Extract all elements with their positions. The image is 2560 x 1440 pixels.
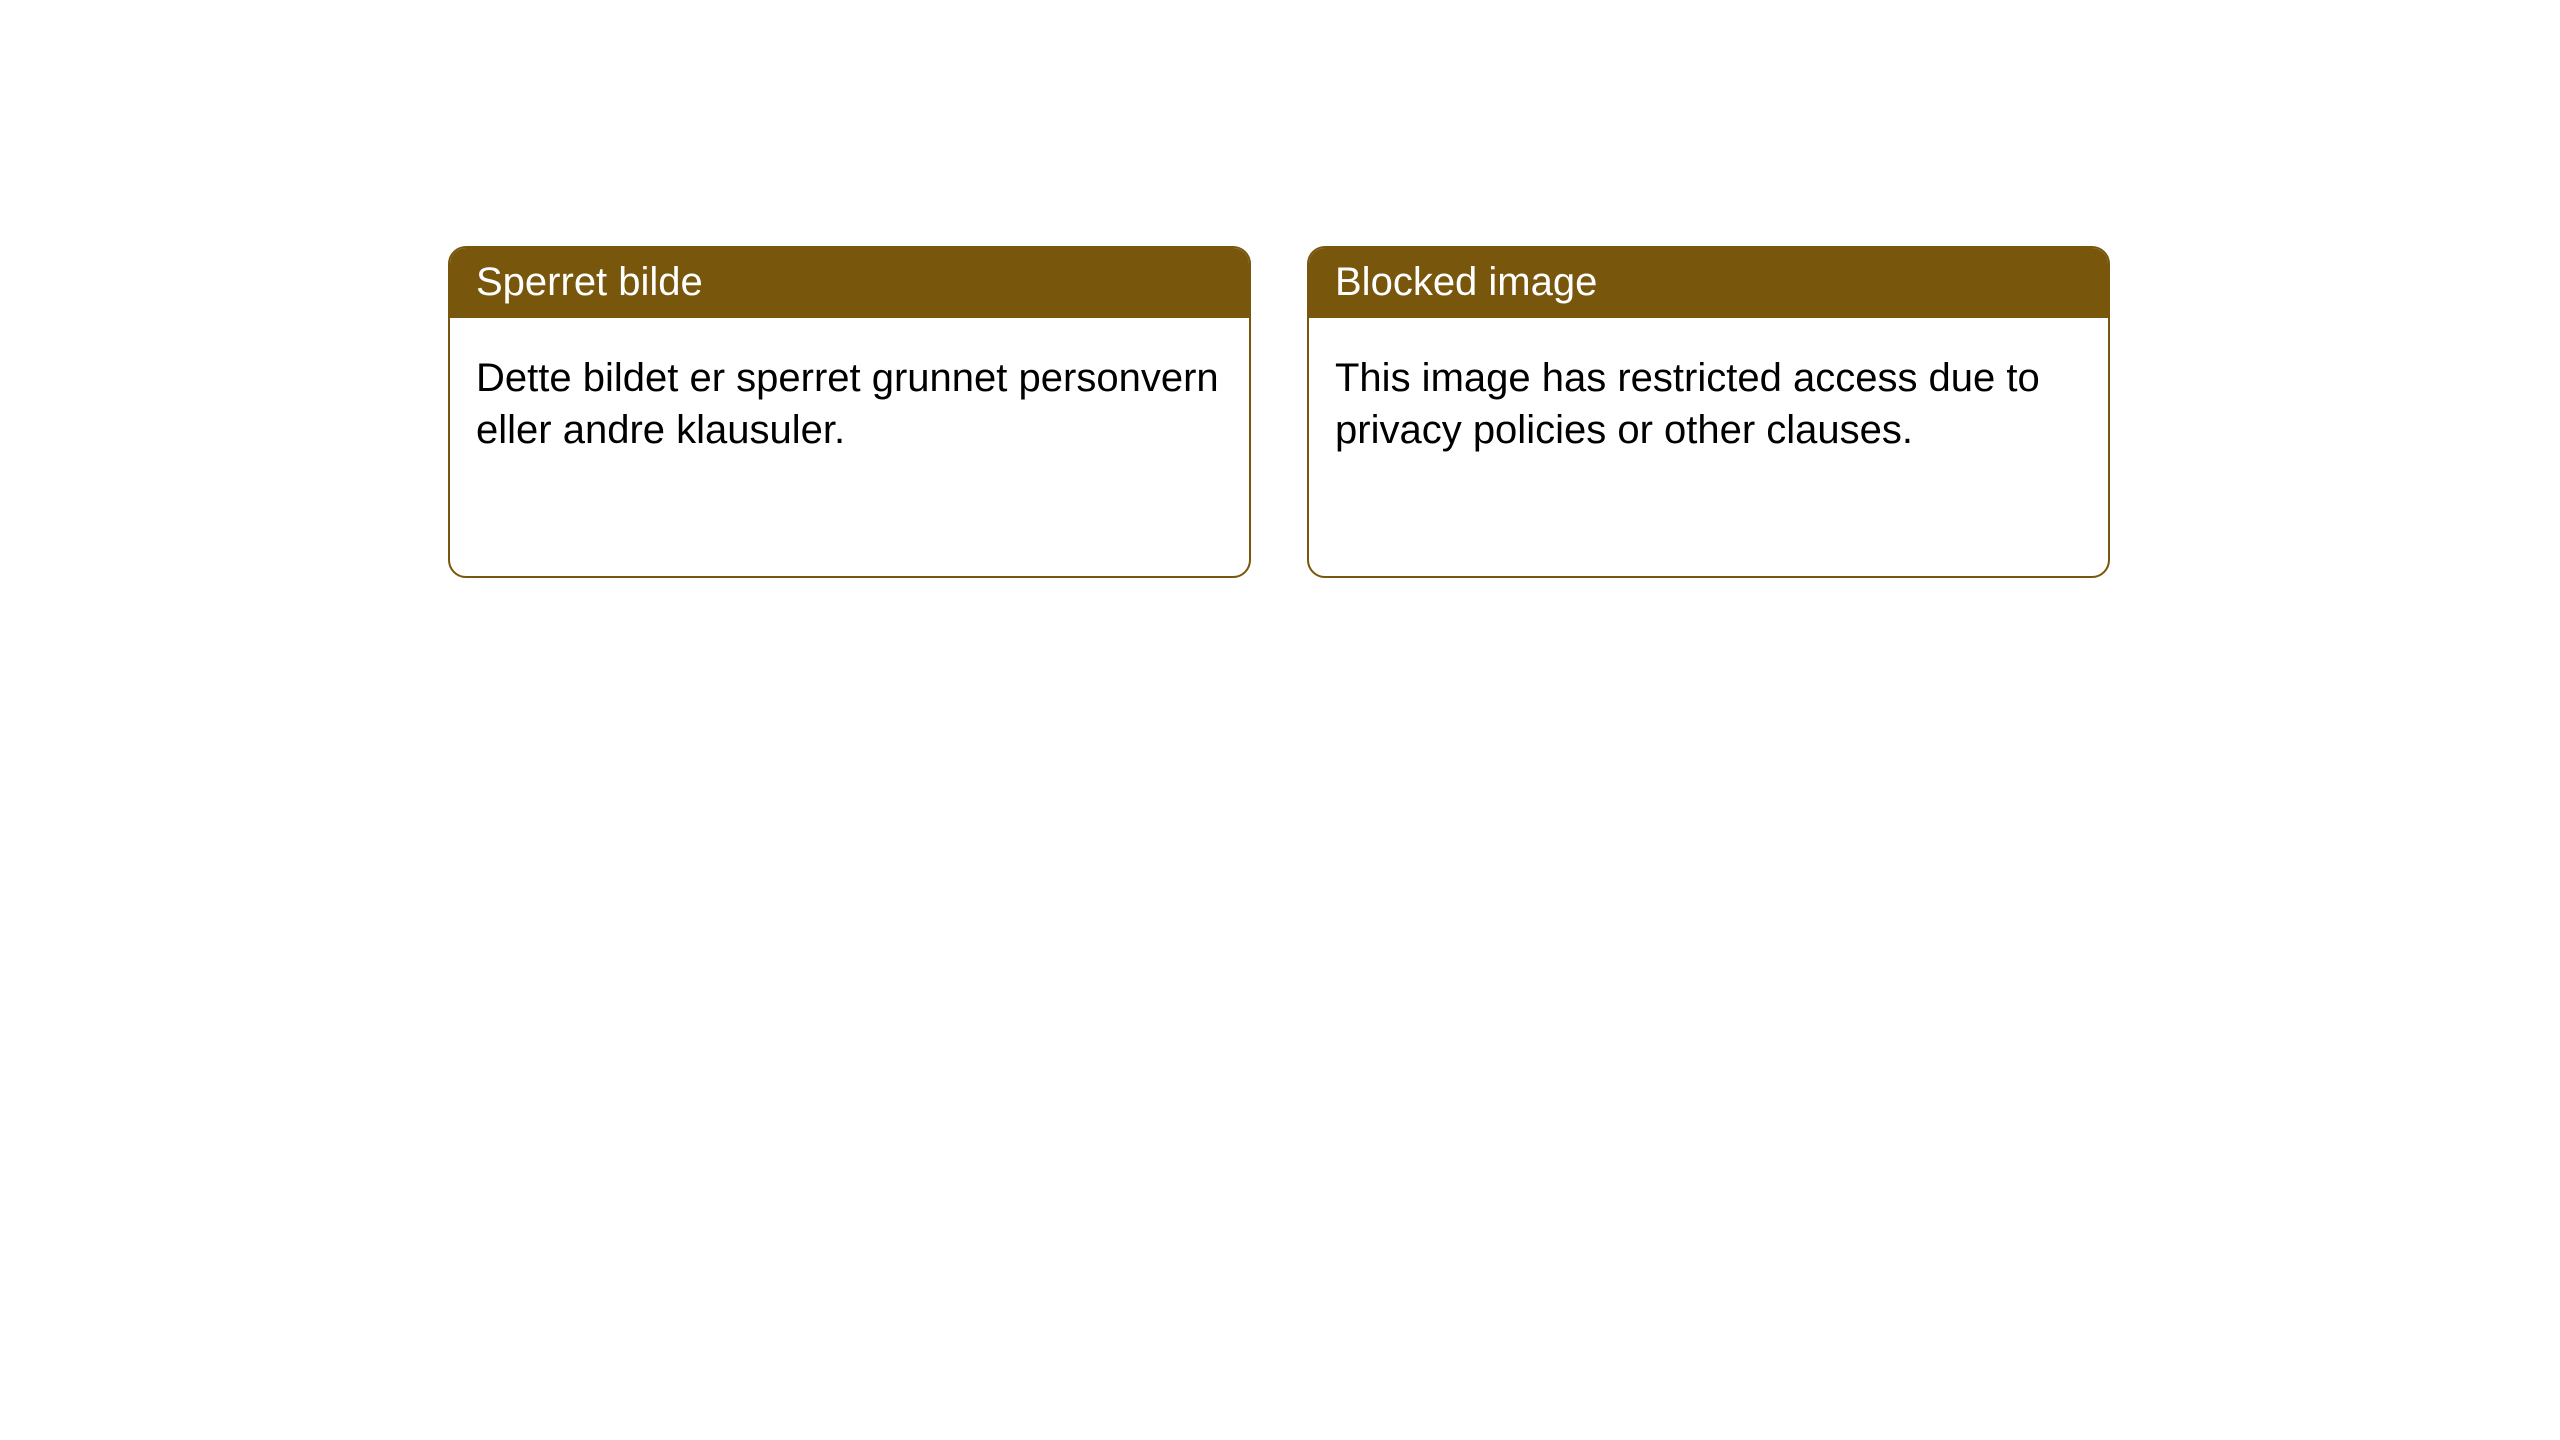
- card-body: This image has restricted access due to …: [1309, 318, 2108, 490]
- card-body-text: Dette bildet er sperret grunnet personve…: [476, 356, 1219, 452]
- card-body-text: This image has restricted access due to …: [1335, 356, 2040, 452]
- card-title: Blocked image: [1335, 260, 1597, 304]
- card-title: Sperret bilde: [476, 260, 703, 304]
- notice-card-norwegian: Sperret bilde Dette bildet er sperret gr…: [448, 246, 1251, 578]
- notice-card-english: Blocked image This image has restricted …: [1307, 246, 2110, 578]
- card-header: Blocked image: [1309, 248, 2108, 318]
- card-body: Dette bildet er sperret grunnet personve…: [450, 318, 1249, 490]
- notice-container: Sperret bilde Dette bildet er sperret gr…: [0, 0, 2560, 578]
- card-header: Sperret bilde: [450, 248, 1249, 318]
